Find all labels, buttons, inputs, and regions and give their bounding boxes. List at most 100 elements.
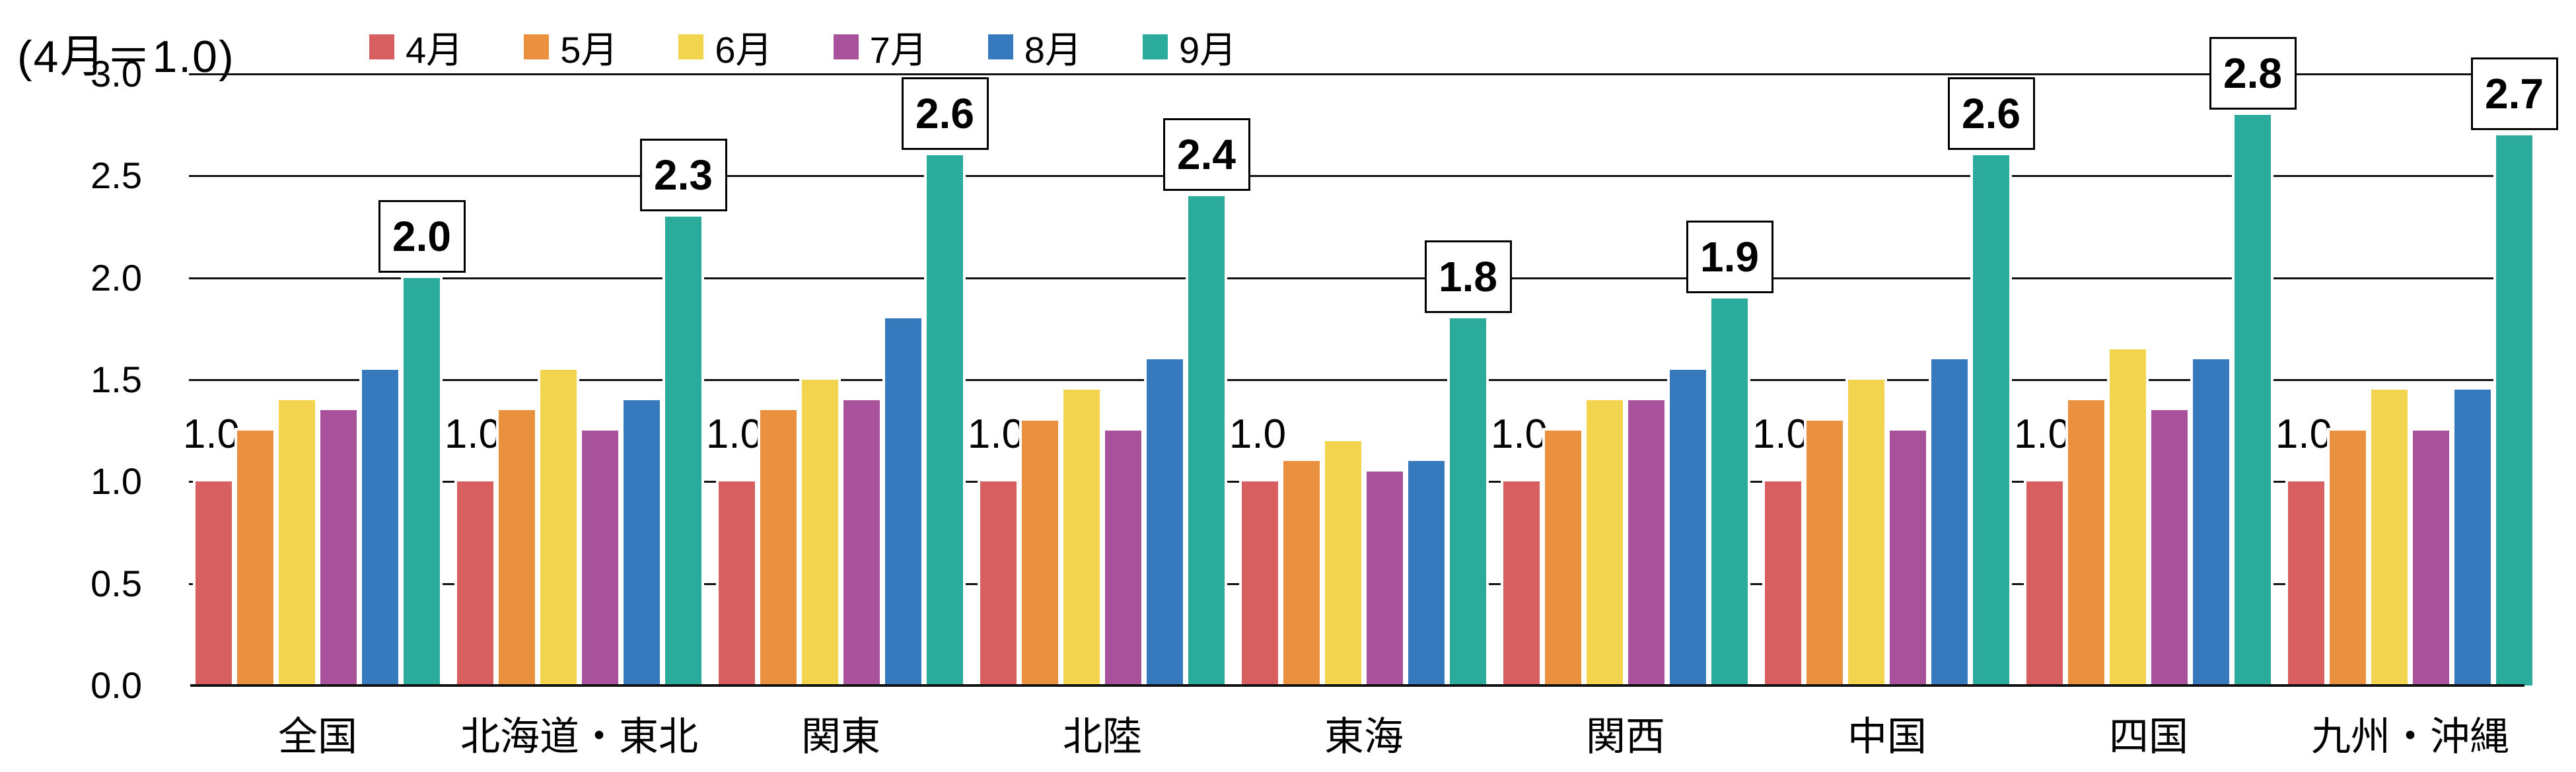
legend-swatch-icon — [984, 31, 1017, 63]
legend-item-5月: 5月 — [520, 24, 618, 71]
value-callout: 2.8 — [2209, 36, 2297, 110]
bar — [1281, 458, 1322, 688]
x-axis-label: 九州・沖縄 — [2311, 715, 2509, 759]
value-callout: 1.9 — [1686, 220, 1773, 293]
bar — [799, 376, 841, 688]
bar — [496, 407, 538, 688]
bar — [1061, 387, 1102, 688]
bar — [1929, 357, 1970, 688]
bar — [978, 479, 1019, 688]
bar — [1845, 376, 1887, 688]
legend-item-7月: 7月 — [830, 24, 927, 71]
bar — [454, 479, 496, 688]
value-callout: 1.8 — [1424, 240, 1512, 314]
bar — [1542, 428, 1584, 688]
first-bar-label: 1.0 — [2013, 411, 2071, 457]
value-callout: 2.4 — [1163, 118, 1250, 192]
bar — [2452, 387, 2493, 688]
x-axis-label: 東海 — [1324, 715, 1404, 759]
x-axis-label: 関東 — [801, 715, 880, 759]
bar — [621, 397, 662, 688]
bar — [1667, 367, 1709, 688]
bar — [1709, 295, 1750, 688]
bar — [1501, 479, 1542, 688]
gridline — [189, 378, 2524, 381]
bar — [401, 275, 443, 688]
bar — [2369, 387, 2410, 688]
gridline — [189, 277, 2524, 279]
bar — [318, 407, 359, 688]
legend-item-8月: 8月 — [984, 24, 1082, 71]
bar — [2065, 397, 2107, 688]
legend-label: 8月 — [1024, 28, 1082, 71]
legend-swatch-icon — [1139, 31, 1171, 63]
legend-item-6月: 6月 — [675, 24, 773, 71]
legend-swatch-icon — [520, 31, 553, 63]
bar — [2493, 132, 2535, 688]
first-bar-label: 1.0 — [1490, 411, 1548, 457]
bar — [276, 397, 318, 688]
bar — [662, 214, 704, 688]
bar — [234, 428, 276, 688]
x-axis-label: 四国 — [2109, 715, 2188, 759]
x-axis-label: 全国 — [278, 715, 357, 759]
x-axis-line — [190, 684, 2524, 687]
gridline — [189, 73, 2524, 75]
bar — [1019, 417, 1061, 688]
value-callout: 2.0 — [378, 199, 466, 273]
legend-item-9月: 9月 — [1139, 24, 1236, 71]
bar — [1762, 479, 1804, 688]
legend-item-4月: 4月 — [366, 24, 463, 71]
value-callout: 2.6 — [901, 77, 989, 151]
legend-label: 6月 — [715, 28, 773, 71]
first-bar-label: 1.0 — [444, 411, 502, 457]
bar — [2285, 479, 2327, 688]
value-callout: 2.3 — [639, 139, 727, 212]
y-axis-tick-label: 0.5 — [90, 562, 142, 604]
first-bar-label: 1.0 — [1229, 411, 1287, 457]
legend-label: 9月 — [1179, 28, 1237, 71]
bar — [1102, 428, 1144, 688]
gridline — [189, 175, 2524, 178]
legend-label: 7月 — [869, 28, 927, 71]
y-axis-tick-label: 2.5 — [90, 155, 142, 197]
legend-swatch-icon — [830, 31, 862, 63]
bar — [1887, 428, 1929, 688]
value-callout: 2.6 — [1947, 77, 2035, 151]
value-callout: 2.7 — [2470, 57, 2558, 130]
y-axis-tick-label: 3.0 — [90, 52, 142, 94]
bar — [359, 367, 401, 688]
bar — [716, 479, 758, 688]
legend-swatch-icon — [675, 31, 707, 63]
x-axis-label: 北海道・東北 — [460, 715, 698, 759]
bar — [193, 479, 234, 688]
bar — [758, 407, 799, 688]
bar — [1322, 438, 1364, 688]
bar — [1804, 417, 1845, 688]
first-bar-label: 1.0 — [967, 411, 1025, 457]
bar — [1144, 357, 1186, 688]
legend-label: 5月 — [560, 28, 618, 71]
x-axis-label: 北陸 — [1063, 715, 1142, 759]
bar — [1186, 193, 1227, 688]
bar — [1970, 153, 2012, 688]
x-axis-label: 中国 — [1847, 715, 1927, 759]
bar — [579, 428, 621, 688]
bar — [1406, 458, 1447, 688]
legend-label: 4月 — [406, 28, 464, 71]
bar — [2327, 428, 2369, 688]
bar — [1626, 397, 1667, 688]
bar — [924, 153, 966, 688]
bar — [2410, 428, 2452, 688]
y-axis-tick-label: 0.0 — [90, 664, 142, 706]
bar — [1239, 479, 1281, 688]
bar — [2190, 357, 2232, 688]
bar — [2149, 407, 2190, 688]
bar — [1364, 468, 1406, 688]
legend: 4月 5月 6月 7月 8月 9月 — [0, 0, 2576, 79]
bar — [882, 316, 924, 688]
first-bar-label: 1.0 — [2275, 411, 2333, 457]
y-axis-tick-label: 1.0 — [90, 460, 142, 503]
first-bar-label: 1.0 — [1752, 411, 1810, 457]
